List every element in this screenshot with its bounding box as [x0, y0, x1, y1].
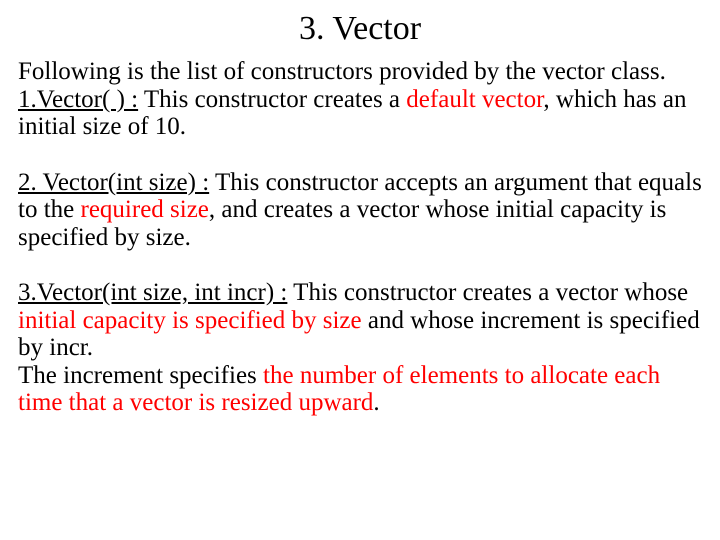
text: This constructor creates a vector whose — [287, 279, 688, 306]
highlight-text: initial capacity is specified by size — [18, 307, 368, 334]
paragraph-1: Following is the list of constructors pr… — [18, 58, 702, 141]
text: . — [373, 389, 379, 416]
highlight-text: required size — [81, 196, 209, 223]
slide-title: 3. Vector — [18, 10, 702, 48]
paragraph-2: 2. Vector(int size) : This constructor a… — [18, 169, 702, 252]
intro-text: Following is the list of constructors pr… — [18, 58, 666, 85]
constructor-1-label: 1.Vector( ) : — [18, 86, 138, 113]
text: The increment specifies — [18, 362, 263, 389]
text: This constructor creates a — [138, 86, 406, 113]
highlight-text: default vector — [406, 86, 543, 113]
constructor-2-label: 2. Vector(int size) : — [18, 169, 209, 196]
constructor-3-label: 3.Vector(int size, int incr) : — [18, 279, 287, 306]
paragraph-3: 3.Vector(int size, int incr) : This cons… — [18, 279, 702, 417]
